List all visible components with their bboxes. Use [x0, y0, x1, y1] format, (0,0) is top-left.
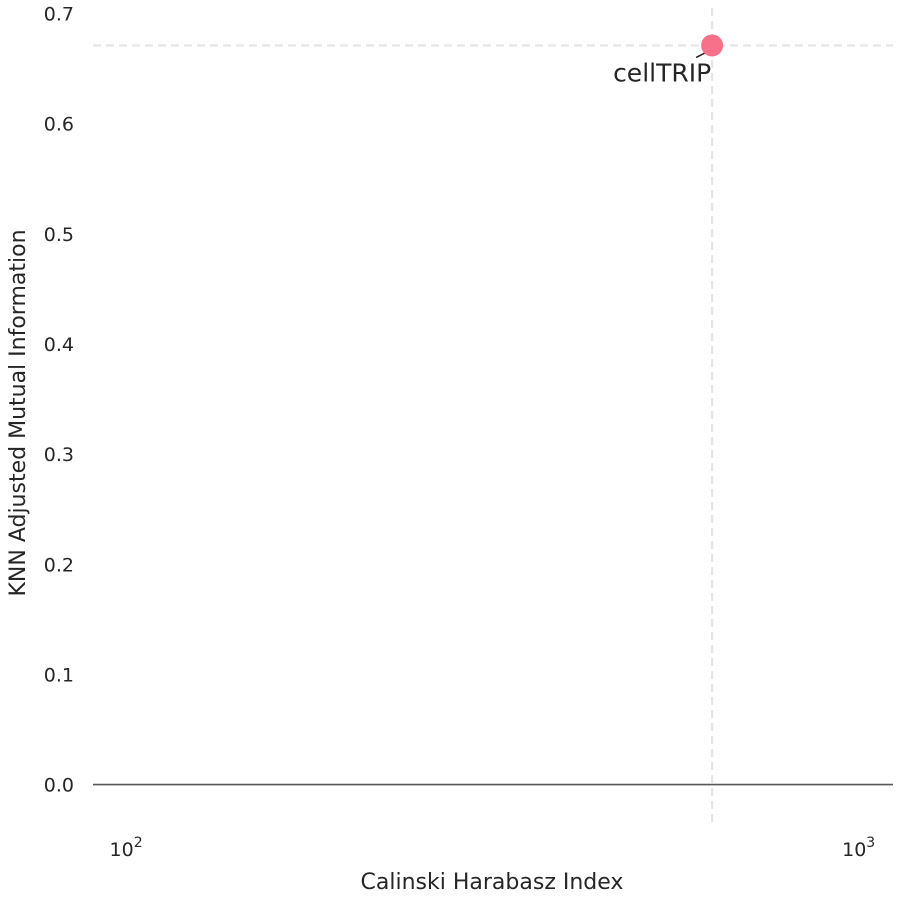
- data-point-label: cellTRIP: [613, 58, 711, 87]
- data-points: cellTRIP: [613, 34, 724, 87]
- y-tick-label: 0.0: [44, 775, 74, 797]
- x-axis-ticks: 102 103: [110, 835, 876, 861]
- x-axis-label: Calinski Harabasz Index: [361, 870, 624, 895]
- y-tick-label: 0.7: [44, 4, 74, 26]
- x-tick-label: 103: [842, 835, 875, 861]
- y-tick-label: 0.5: [44, 224, 74, 246]
- y-tick-label: 0.3: [44, 444, 74, 466]
- reference-lines: [93, 8, 893, 822]
- y-axis-label: KNN Adjusted Mutual Information: [6, 229, 31, 596]
- data-point: [701, 34, 724, 57]
- y-tick-label: 0.2: [44, 554, 74, 576]
- x-tick-label: 102: [110, 835, 143, 861]
- y-tick-label: 0.4: [44, 334, 74, 356]
- y-tick-label: 0.6: [44, 114, 74, 136]
- y-tick-label: 0.1: [44, 664, 74, 686]
- y-axis-ticks: 0.0 0.1 0.2 0.3 0.4 0.5 0.6 0.7: [44, 4, 74, 797]
